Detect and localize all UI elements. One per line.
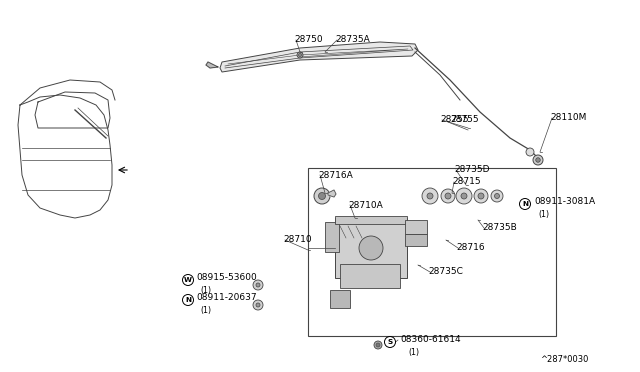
Polygon shape — [328, 190, 336, 197]
Circle shape — [478, 193, 484, 199]
Text: S: S — [387, 339, 392, 345]
Text: 28716: 28716 — [456, 244, 484, 253]
Text: 08911-3081A: 08911-3081A — [534, 198, 595, 206]
Bar — [405, 234, 427, 246]
Bar — [340, 264, 400, 288]
Text: 08915-53600: 08915-53600 — [196, 273, 257, 282]
Circle shape — [526, 148, 534, 156]
Text: N: N — [185, 297, 191, 303]
Text: 08911-20637: 08911-20637 — [196, 294, 257, 302]
Circle shape — [253, 280, 263, 290]
Bar — [308, 168, 556, 336]
Text: ^287*0030: ^287*0030 — [540, 356, 588, 365]
Circle shape — [319, 192, 326, 199]
Circle shape — [314, 188, 330, 204]
Circle shape — [374, 341, 382, 349]
Text: W: W — [184, 277, 192, 283]
Text: 08360-61614: 08360-61614 — [400, 336, 461, 344]
Circle shape — [491, 190, 503, 202]
Circle shape — [445, 193, 451, 199]
Circle shape — [456, 188, 472, 204]
Circle shape — [474, 189, 488, 203]
Circle shape — [441, 189, 455, 203]
Bar — [335, 216, 407, 224]
Text: 28735D: 28735D — [454, 166, 490, 174]
Bar — [405, 220, 427, 234]
Polygon shape — [206, 62, 218, 68]
Text: 28755: 28755 — [440, 115, 468, 125]
Text: 28710: 28710 — [283, 235, 312, 244]
Text: (1): (1) — [200, 285, 211, 295]
Text: N: N — [522, 201, 528, 207]
Bar — [335, 218, 407, 278]
Circle shape — [297, 52, 303, 58]
Text: 28735A: 28735A — [335, 35, 370, 45]
Circle shape — [533, 155, 543, 165]
Text: (1): (1) — [538, 209, 549, 218]
Circle shape — [461, 193, 467, 199]
Circle shape — [359, 236, 383, 260]
Text: (1): (1) — [408, 347, 419, 356]
Text: 28716A: 28716A — [318, 170, 353, 180]
Polygon shape — [220, 42, 418, 72]
Text: 28750: 28750 — [294, 35, 323, 45]
Circle shape — [422, 188, 438, 204]
Text: 28710A: 28710A — [348, 201, 383, 209]
Circle shape — [298, 54, 301, 57]
Circle shape — [256, 283, 260, 287]
Text: (1): (1) — [200, 305, 211, 314]
Text: 28755: 28755 — [450, 115, 479, 125]
Circle shape — [495, 193, 499, 199]
Text: 28110M: 28110M — [550, 113, 586, 122]
Circle shape — [376, 343, 380, 347]
Circle shape — [536, 158, 540, 162]
Circle shape — [253, 300, 263, 310]
Bar — [325, 222, 339, 252]
Circle shape — [427, 193, 433, 199]
Bar — [330, 290, 350, 308]
Circle shape — [256, 303, 260, 307]
Text: 28735B: 28735B — [482, 224, 516, 232]
Text: 28735C: 28735C — [428, 267, 463, 276]
Text: 28715: 28715 — [452, 177, 481, 186]
